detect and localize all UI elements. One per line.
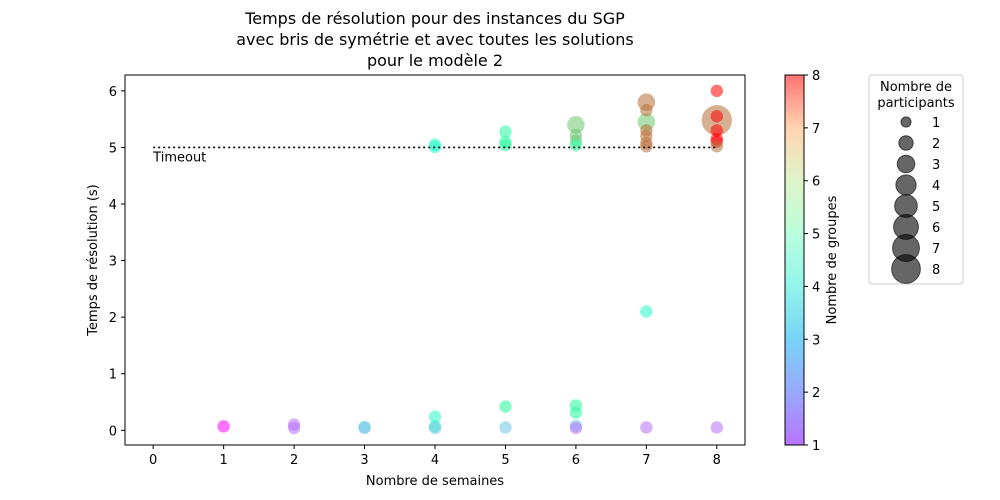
x-tick-label: 8 bbox=[713, 453, 721, 468]
y-axis-label: Temps de résolution (s) bbox=[86, 184, 101, 337]
y-axis-ticks: 0 1 2 3 4 5 6 bbox=[109, 85, 125, 439]
data-point bbox=[710, 124, 724, 137]
data-point bbox=[640, 103, 653, 117]
data-point bbox=[499, 138, 512, 152]
data-point bbox=[499, 125, 512, 138]
data-point bbox=[710, 140, 724, 153]
x-tick-label: 6 bbox=[572, 453, 580, 468]
size-legend-title-line-1: Nombre de bbox=[880, 80, 952, 95]
x-tick-label: 7 bbox=[642, 453, 650, 468]
data-point bbox=[710, 84, 724, 98]
size-legend-title-line-2: participants bbox=[877, 96, 955, 111]
x-tick-label: 3 bbox=[360, 453, 368, 468]
data-point bbox=[710, 110, 724, 123]
chart-title-line-2: avec bris de symétrie et avec toutes les… bbox=[236, 30, 634, 49]
data-point bbox=[569, 138, 583, 152]
size-legend-label: 1 bbox=[932, 116, 940, 131]
data-point bbox=[499, 400, 512, 413]
y-tick-label: 6 bbox=[109, 85, 117, 100]
size-legend-box bbox=[868, 74, 964, 285]
size-legend-marker bbox=[900, 116, 912, 128]
size-legend-marker bbox=[896, 154, 916, 174]
size-legend-label: 7 bbox=[932, 242, 940, 257]
colorbar bbox=[784, 74, 805, 446]
data-point bbox=[287, 421, 301, 435]
data-point bbox=[428, 410, 442, 423]
colorbar-ticks: 1 2 3 4 5 6 7 8 bbox=[804, 69, 820, 454]
x-tick-label: 4 bbox=[431, 453, 439, 468]
x-tick-label: 0 bbox=[149, 453, 157, 468]
data-markers bbox=[217, 84, 733, 435]
size-legend-label: 3 bbox=[932, 158, 940, 173]
data-point bbox=[428, 421, 442, 435]
colorbar-tick-label: 3 bbox=[812, 333, 820, 348]
size-legend-label: 8 bbox=[932, 263, 940, 278]
colorbar-tick-label: 7 bbox=[812, 122, 820, 137]
x-tick-label: 2 bbox=[290, 453, 298, 468]
data-point bbox=[569, 406, 583, 419]
x-tick-label: 1 bbox=[219, 453, 227, 468]
data-point bbox=[567, 116, 585, 134]
size-legend-label: 2 bbox=[932, 137, 940, 152]
x-axis-ticks: 0 1 2 3 4 5 6 7 8 bbox=[149, 445, 721, 468]
colorbar-tick-label: 4 bbox=[812, 280, 820, 295]
colorbar-tick-label: 6 bbox=[812, 175, 820, 190]
y-tick-label: 5 bbox=[109, 141, 117, 156]
data-point bbox=[217, 420, 230, 433]
data-point bbox=[640, 305, 653, 318]
colorbar-tick-label: 1 bbox=[812, 439, 820, 454]
size-legend-marker bbox=[891, 254, 921, 284]
size-legend-label: 6 bbox=[932, 221, 940, 236]
timeout-label: Timeout bbox=[152, 150, 206, 165]
colorbar-tick-label: 2 bbox=[812, 386, 820, 401]
y-tick-label: 2 bbox=[109, 311, 117, 326]
data-point bbox=[640, 140, 653, 153]
y-tick-label: 4 bbox=[109, 198, 117, 213]
y-tick-label: 0 bbox=[109, 424, 117, 439]
data-point bbox=[358, 421, 371, 435]
data-point bbox=[710, 421, 724, 434]
x-tick-label: 5 bbox=[501, 453, 509, 468]
data-point bbox=[569, 421, 583, 435]
data-point bbox=[499, 421, 512, 434]
chart-title-line-1: Temps de résolution pour des instances d… bbox=[244, 9, 625, 28]
size-legend-marker bbox=[894, 194, 918, 218]
size-legend-marker bbox=[898, 135, 914, 151]
colorbar-label: Nombre de groupes bbox=[825, 195, 840, 324]
size-legend-entries: 1 2 3 4 5 6 7 8 bbox=[891, 116, 940, 284]
y-tick-label: 1 bbox=[109, 368, 117, 383]
colorbar-tick-label: 8 bbox=[812, 69, 820, 84]
colorbar-tick-label: 5 bbox=[812, 228, 820, 243]
size-legend-marker bbox=[895, 174, 917, 196]
y-tick-label: 3 bbox=[109, 255, 117, 270]
data-point bbox=[640, 421, 653, 434]
chart-title-line-3: pour le modèle 2 bbox=[367, 51, 503, 70]
size-legend-label: 5 bbox=[932, 200, 940, 215]
size-legend-label: 4 bbox=[932, 179, 940, 194]
x-axis-label: Nombre de semaines bbox=[366, 474, 504, 489]
